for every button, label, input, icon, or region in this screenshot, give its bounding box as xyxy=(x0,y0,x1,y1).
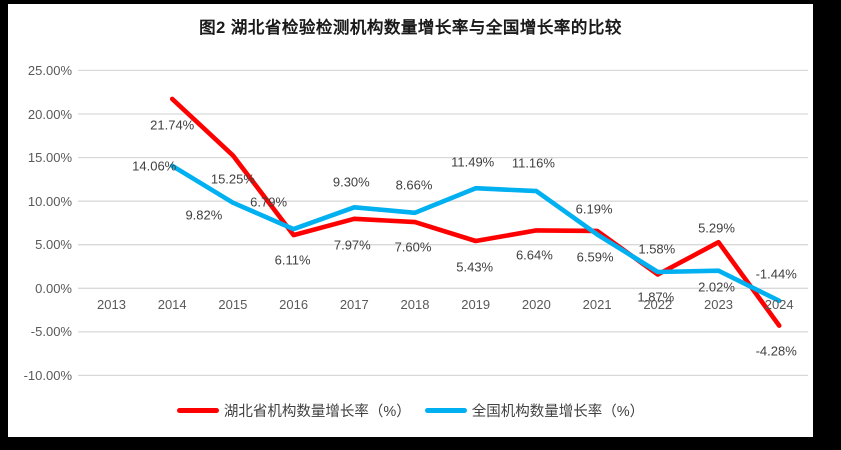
legend-item-national: 全国机构数量增长率（%） xyxy=(424,400,645,421)
data-label: 6.59% xyxy=(576,249,614,265)
y-axis-tick-label: -5.00% xyxy=(30,324,72,340)
data-label: 21.74% xyxy=(150,117,195,133)
data-label: 6.19% xyxy=(575,201,613,217)
data-label: 7.97% xyxy=(333,237,371,253)
x-axis-tick-label: 2017 xyxy=(339,296,369,312)
x-axis-tick-label: 2023 xyxy=(704,296,733,312)
x-axis-tick-label: 2018 xyxy=(400,296,430,312)
data-label: 1.58% xyxy=(638,241,676,256)
x-axis-tick-label: 2020 xyxy=(521,296,551,312)
data-label: 11.16% xyxy=(511,155,555,171)
y-axis-tick-label: 5.00% xyxy=(35,237,72,253)
chart-canvas: 图2 湖北省检验检测机构数量增长率与全国增长率的比较 25.00% 20.00% 1… xyxy=(8,4,813,437)
data-label: 1.87% xyxy=(637,289,675,305)
series-line-hubei xyxy=(169,96,782,328)
y-axis-tick-label: 20.00% xyxy=(27,106,72,122)
legend-marker-hubei-line xyxy=(176,408,219,413)
y-axis-tick-label: -10.00% xyxy=(23,367,72,383)
x-axis-tick-label: 2024 xyxy=(764,296,794,312)
data-label: 6.11% xyxy=(274,252,311,268)
x-axis-tick-label: 2022 xyxy=(643,296,673,312)
x-axis-tick-label: 2015 xyxy=(218,296,248,312)
x-axis-tick-label: 2021 xyxy=(582,296,612,312)
data-label: 6.79% xyxy=(250,194,288,210)
y-axis-tick-label: 15.00% xyxy=(27,150,72,166)
legend-marker-national-line xyxy=(424,408,467,413)
legend: 湖北省机构数量增长率（%） 全国机构数量增长率（%） xyxy=(8,400,813,421)
data-label: 8.66% xyxy=(395,177,433,193)
data-label: 15.25% xyxy=(210,171,255,187)
legend-label-hubei: 湖北省机构数量增长率（%） xyxy=(223,404,411,420)
data-label: 2.02% xyxy=(698,279,735,295)
data-label: -4.28% xyxy=(755,343,797,359)
chart-title: 图2 湖北省检验检测机构数量增长率与全国增长率的比较 xyxy=(199,19,622,37)
x-axis-tick-label: 2019 xyxy=(461,296,491,312)
data-label: 14.06% xyxy=(132,158,177,174)
legend-item-hubei: 湖北省机构数量增长率（%） xyxy=(176,400,411,421)
x-axis-tick-label: 2013 xyxy=(97,296,126,312)
data-label: 5.29% xyxy=(698,220,735,236)
series-line-national xyxy=(169,163,782,304)
data-label: 5.43% xyxy=(456,259,494,275)
legend-label-national: 全国机构数量增长率（%） xyxy=(471,404,645,420)
y-axis-tick-label: 0.00% xyxy=(35,280,72,296)
data-label: 9.82% xyxy=(185,207,223,223)
data-label: 6.64% xyxy=(515,247,553,263)
data-label: 9.30% xyxy=(332,174,370,190)
x-axis-tick-label: 2014 xyxy=(157,296,187,312)
x-axis-tick-label: 2016 xyxy=(279,296,309,312)
data-label: -1.44% xyxy=(755,266,797,282)
y-axis-tick-label: 25.00% xyxy=(27,62,72,78)
data-label: 11.49% xyxy=(451,154,495,170)
data-label: 7.60% xyxy=(394,239,432,255)
y-axis-tick-label: 10.00% xyxy=(27,193,72,209)
plot-area xyxy=(78,69,808,377)
